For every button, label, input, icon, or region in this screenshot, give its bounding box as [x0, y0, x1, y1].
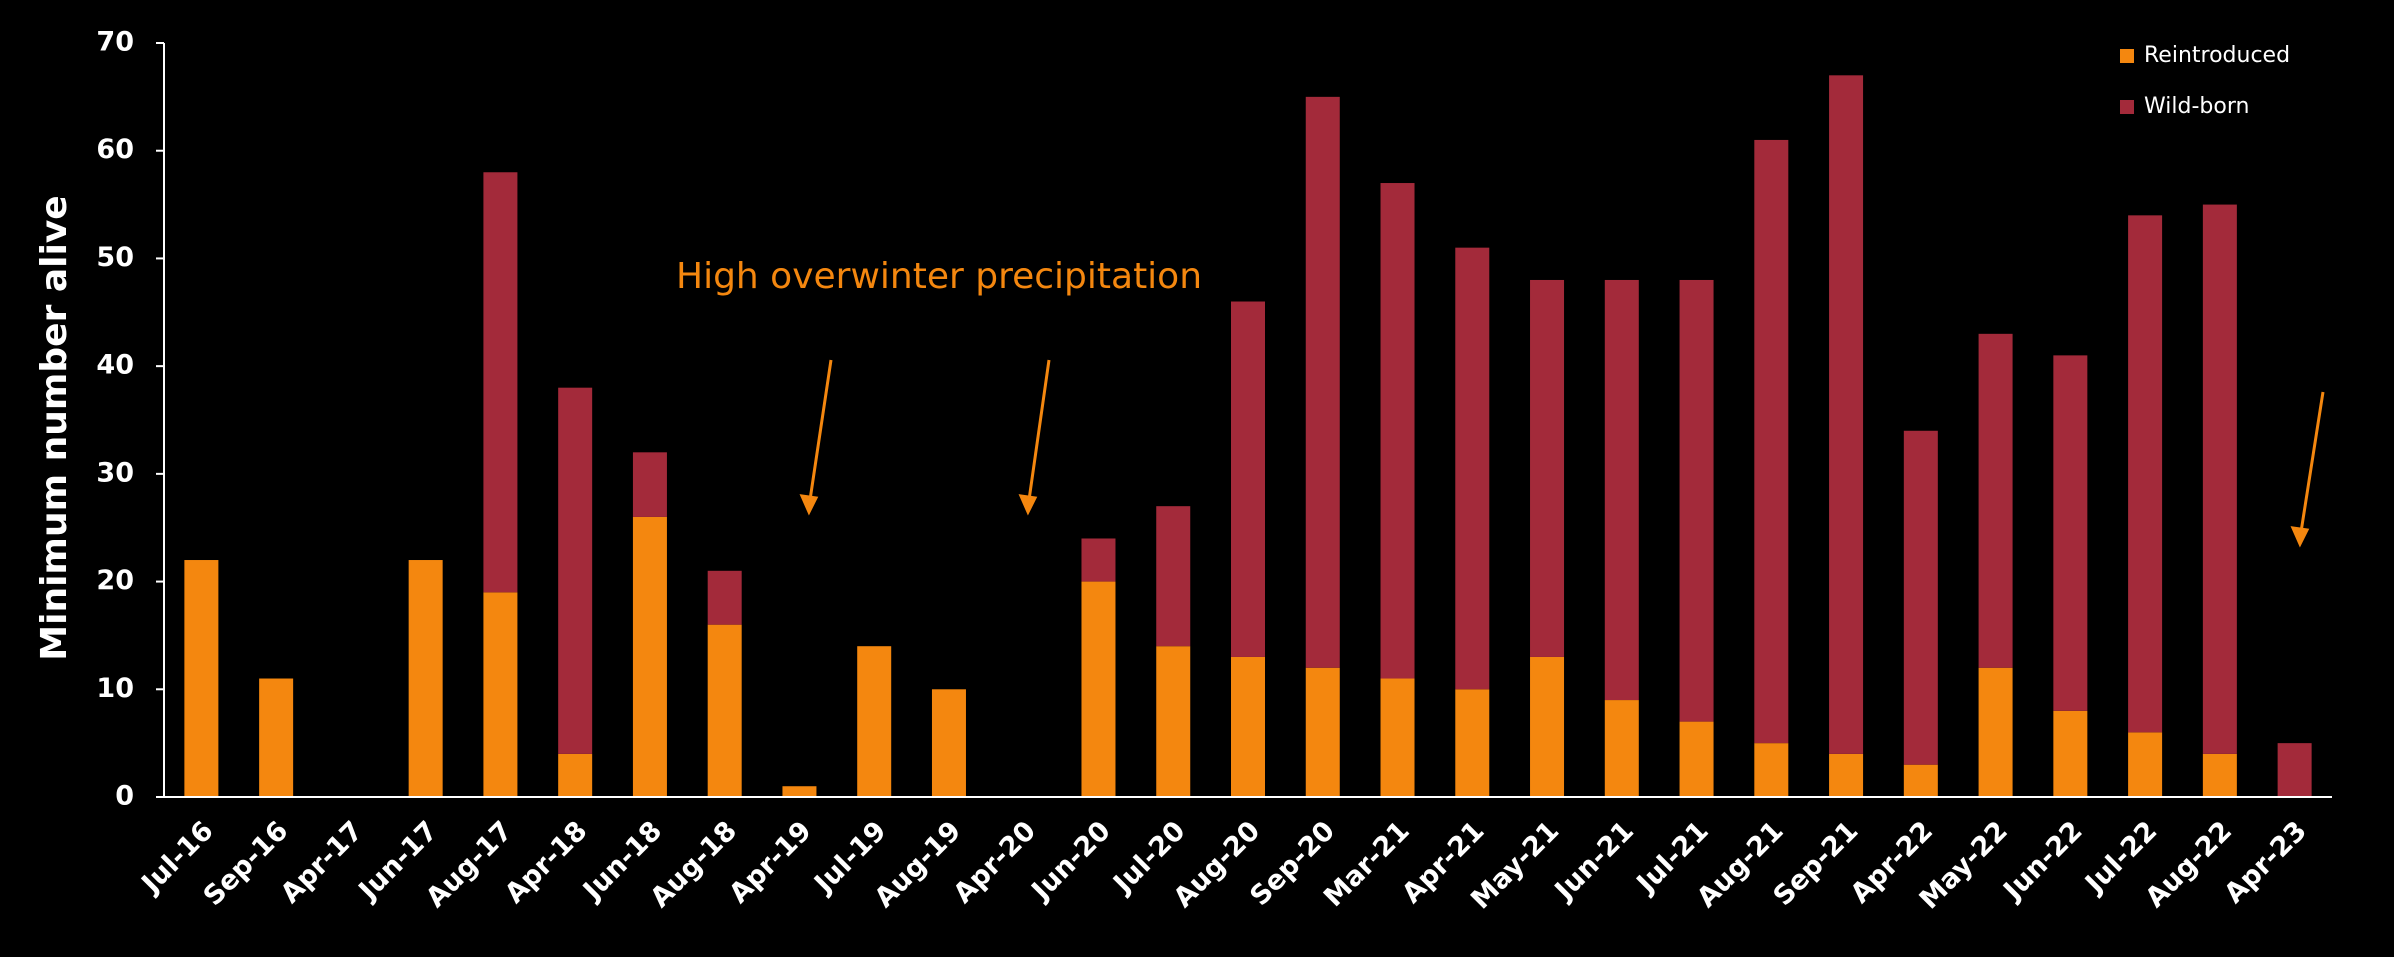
bar-segment [1530, 656, 1565, 797]
bar-segment [1978, 667, 2013, 797]
y-tick-label: 0 [115, 781, 134, 812]
bar-segment [1380, 183, 1415, 679]
arrows [799, 359, 2325, 548]
bar-segment [1380, 678, 1415, 797]
bar-segment [1081, 581, 1116, 797]
legend-label: Reintroduced [2144, 43, 2290, 68]
bar-segment [632, 516, 667, 797]
bar-segment [632, 452, 667, 517]
bar-segment [1679, 721, 1714, 797]
legend-swatch [2120, 49, 2134, 63]
y-tick-label: 70 [96, 27, 134, 58]
bar-segment [1305, 667, 1340, 797]
bar-segment [707, 624, 742, 797]
bar-segment [782, 786, 817, 797]
y-axis-label: Minimum number alive [34, 195, 75, 660]
bar-segment [1305, 96, 1340, 668]
bar-segment [184, 560, 219, 797]
y-tick-label: 40 [96, 350, 134, 381]
bar-segment [2128, 732, 2163, 797]
y-tick-label: 50 [96, 242, 134, 273]
bar-segment [1604, 279, 1639, 701]
y-tick-label: 20 [96, 565, 134, 596]
annotation: High overwinter precipitation [676, 256, 1202, 297]
bar-segment [1604, 700, 1639, 797]
bar-segment [1903, 430, 1938, 765]
bar-segment [2053, 355, 2088, 711]
legend-label: Wild-born [2144, 94, 2249, 119]
bar-segment [558, 753, 593, 797]
bar-segment [1081, 538, 1116, 582]
bar-segment [2277, 743, 2312, 797]
bar-segment [1455, 247, 1490, 690]
bar-segment [1829, 753, 1864, 797]
bar-segment [931, 689, 966, 797]
bar-segment [707, 570, 742, 625]
bar-segment [1231, 301, 1265, 657]
arrow [2299, 391, 2325, 533]
y-tick-label: 60 [96, 134, 134, 165]
bar-segment [483, 172, 518, 593]
bar-segment [2128, 215, 2163, 733]
bar-segment [1156, 506, 1191, 647]
bar-segment [1903, 764, 1938, 797]
arrow [808, 359, 833, 501]
bar-segment [2202, 753, 2237, 797]
y-tick-label: 10 [96, 673, 134, 704]
bar-segment [259, 678, 294, 797]
bar-segment [1978, 333, 2013, 668]
bar-segment [1455, 689, 1490, 797]
bar-segment [408, 560, 443, 797]
bar-segment [857, 646, 892, 797]
bar-segment [1530, 279, 1565, 657]
bar-segment [483, 592, 518, 797]
bar-segment [2053, 710, 2088, 797]
bar-segment [1754, 139, 1789, 744]
bar-segment [558, 387, 593, 754]
arrow-head [1018, 494, 1038, 516]
arrow-head [2290, 526, 2310, 548]
legend-swatch [2120, 100, 2134, 114]
bar-segment [2202, 204, 2237, 754]
arrow [1027, 359, 1051, 501]
arrow-head [799, 494, 819, 516]
bar-segment [1231, 656, 1265, 797]
y-tick-label: 30 [96, 457, 134, 488]
bar-segment [1156, 646, 1191, 797]
bar-segment [1754, 743, 1789, 797]
bar-segment [1679, 279, 1714, 722]
bar-segment [1829, 75, 1864, 754]
